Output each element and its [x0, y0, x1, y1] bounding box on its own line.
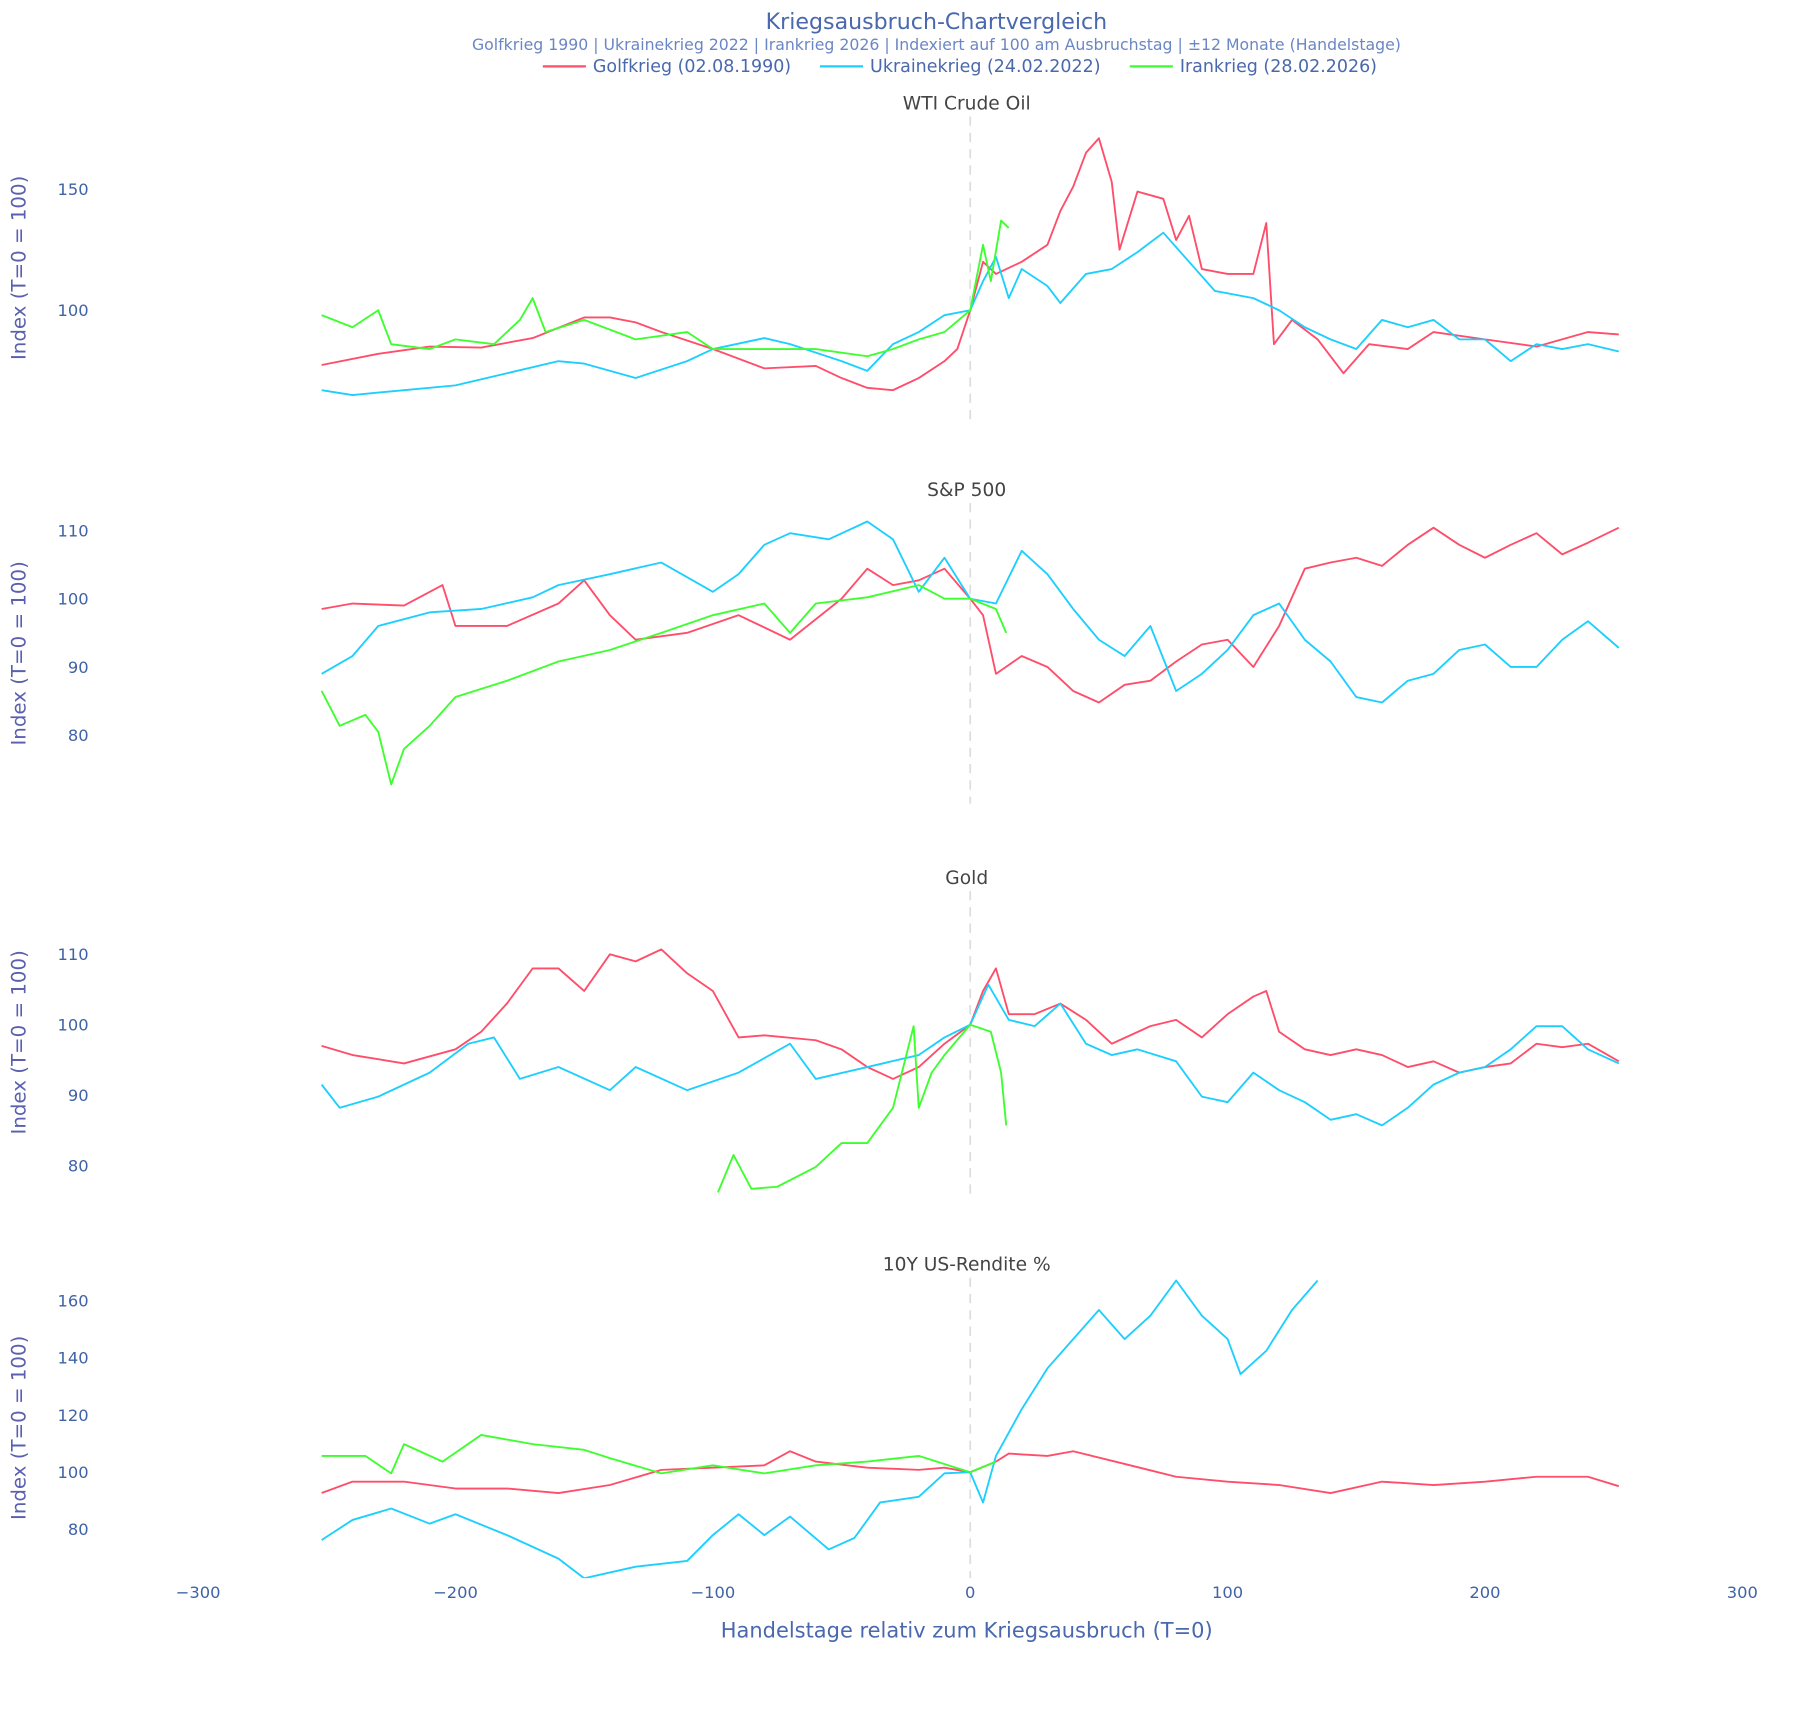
series-line-irankrieg[interactable] [320, 584, 1008, 786]
y-tick-label: 80 [68, 1520, 89, 1539]
legend: Golfkrieg (02.08.1990) Ukrainekrieg (24.… [542, 57, 1377, 77]
x-tick-label: 200 [1469, 1583, 1500, 1602]
legend-item-golfkrieg[interactable]: Golfkrieg (02.08.1990) [542, 57, 791, 77]
y-tick-label: 140 [57, 1349, 88, 1368]
series-line-irankrieg[interactable] [717, 1023, 1008, 1193]
panel-title: 10Y US-Rendite % [883, 1255, 1051, 1276]
y-tick-label: 100 [57, 1463, 88, 1482]
y-axis-title: Index (T=0 = 100) [8, 176, 31, 360]
x-tick-label: 100 [1212, 1583, 1243, 1602]
y-axis-title: Index (T=0 = 100) [8, 950, 31, 1134]
x-tick-label: 300 [1727, 1583, 1758, 1602]
x-axis-ticks: −300 −200 −100 0 100 200 300 [176, 1583, 1758, 1602]
x-axis-title: Handelstage relativ zum Kriegsausbruch (… [721, 1618, 1213, 1642]
y-axis-title: Index (T=0 = 100) [8, 1336, 31, 1520]
series-line-golfkrieg[interactable] [321, 526, 1620, 704]
panel-title: S&P 500 [927, 480, 1006, 501]
y-tick-label: 110 [57, 945, 88, 964]
legend-label: Golfkrieg (02.08.1990) [593, 57, 791, 77]
legend-label: Irankrieg (28.02.2026) [1180, 57, 1377, 77]
panel-sp500: S&P 500 Index (T=0 = 100) 80 90 100 110 [8, 480, 1620, 804]
x-tick-label: −100 [690, 1583, 735, 1602]
panel-10y-yield: 10Y US-Rendite % Index (T=0 = 100) 80 100… [8, 1255, 1620, 1579]
panel-title: WTI Crude Oil [903, 93, 1031, 114]
series-line-ukrainekrieg[interactable] [321, 1279, 1319, 1579]
y-tick-label: 80 [68, 726, 89, 745]
chart-subtitle: Golfkrieg 1990 | Ukrainekrieg 2022 | Ira… [472, 35, 1401, 54]
series-line-irankrieg[interactable] [321, 219, 1010, 358]
series-line-irankrieg[interactable] [321, 1434, 997, 1475]
chart-title: Kriegsausbruch-Chartvergleich [766, 9, 1108, 35]
y-tick-label: 80 [68, 1156, 89, 1175]
y-tick-label: 90 [68, 1086, 89, 1105]
y-tick-label: 100 [57, 301, 88, 320]
y-tick-label: 100 [57, 590, 88, 609]
x-tick-label: −300 [176, 1583, 221, 1602]
y-tick-label: 120 [57, 1406, 88, 1425]
x-tick-label: 0 [965, 1583, 975, 1602]
panel-wti: WTI Crude Oil Index (T=0 = 100) 100 150 [8, 93, 1620, 420]
series-line-ukrainekrieg[interactable] [321, 231, 1620, 396]
y-axis-title: Index (T=0 = 100) [8, 561, 31, 745]
series-line-ukrainekrieg[interactable] [321, 520, 1620, 704]
y-tick-label: 100 [57, 1016, 88, 1035]
legend-label: Ukrainekrieg (24.02.2022) [870, 57, 1100, 77]
panel-gold: Gold Index (T=0 = 100) 80 90 100 110 [8, 868, 1620, 1194]
series-line-golfkrieg[interactable] [321, 948, 1620, 1080]
series-line-golfkrieg[interactable] [321, 137, 1619, 392]
panel-title: Gold [945, 868, 988, 889]
y-tick-label: 160 [57, 1291, 88, 1310]
y-tick-label: 150 [57, 180, 88, 199]
y-tick-label: 90 [68, 658, 89, 677]
series-line-ukrainekrieg[interactable] [320, 983, 1620, 1127]
y-tick-label: 110 [57, 521, 88, 540]
legend-item-irankrieg[interactable]: Irankrieg (28.02.2026) [1129, 57, 1377, 77]
x-tick-label: −200 [433, 1583, 478, 1602]
legend-item-ukrainekrieg[interactable]: Ukrainekrieg (24.02.2022) [819, 57, 1101, 77]
